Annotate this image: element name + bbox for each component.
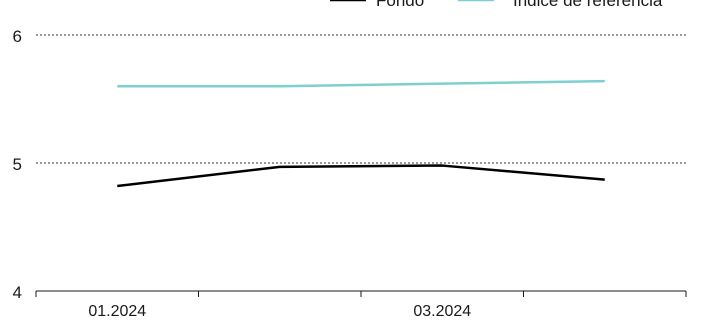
series-line-indice (117, 79, 605, 88)
grid-lines (36, 34, 686, 164)
x-tick-label: 01.2024 (88, 303, 146, 320)
legend-label: Índice de referencia (513, 0, 663, 10)
x-tick-label: 03.2024 (413, 303, 471, 320)
y-tick-label: 4 (13, 283, 22, 302)
y-tick-label: 6 (13, 27, 22, 46)
series-lines (117, 79, 605, 188)
legend: Fondo Índice de referencia (330, 0, 663, 10)
legend-label: Fondo (376, 0, 424, 10)
y-tick-label: 5 (13, 155, 22, 174)
axes: 4 5 6 01.2024 03.2024 (13, 27, 687, 320)
series-line-fondo (117, 164, 605, 188)
